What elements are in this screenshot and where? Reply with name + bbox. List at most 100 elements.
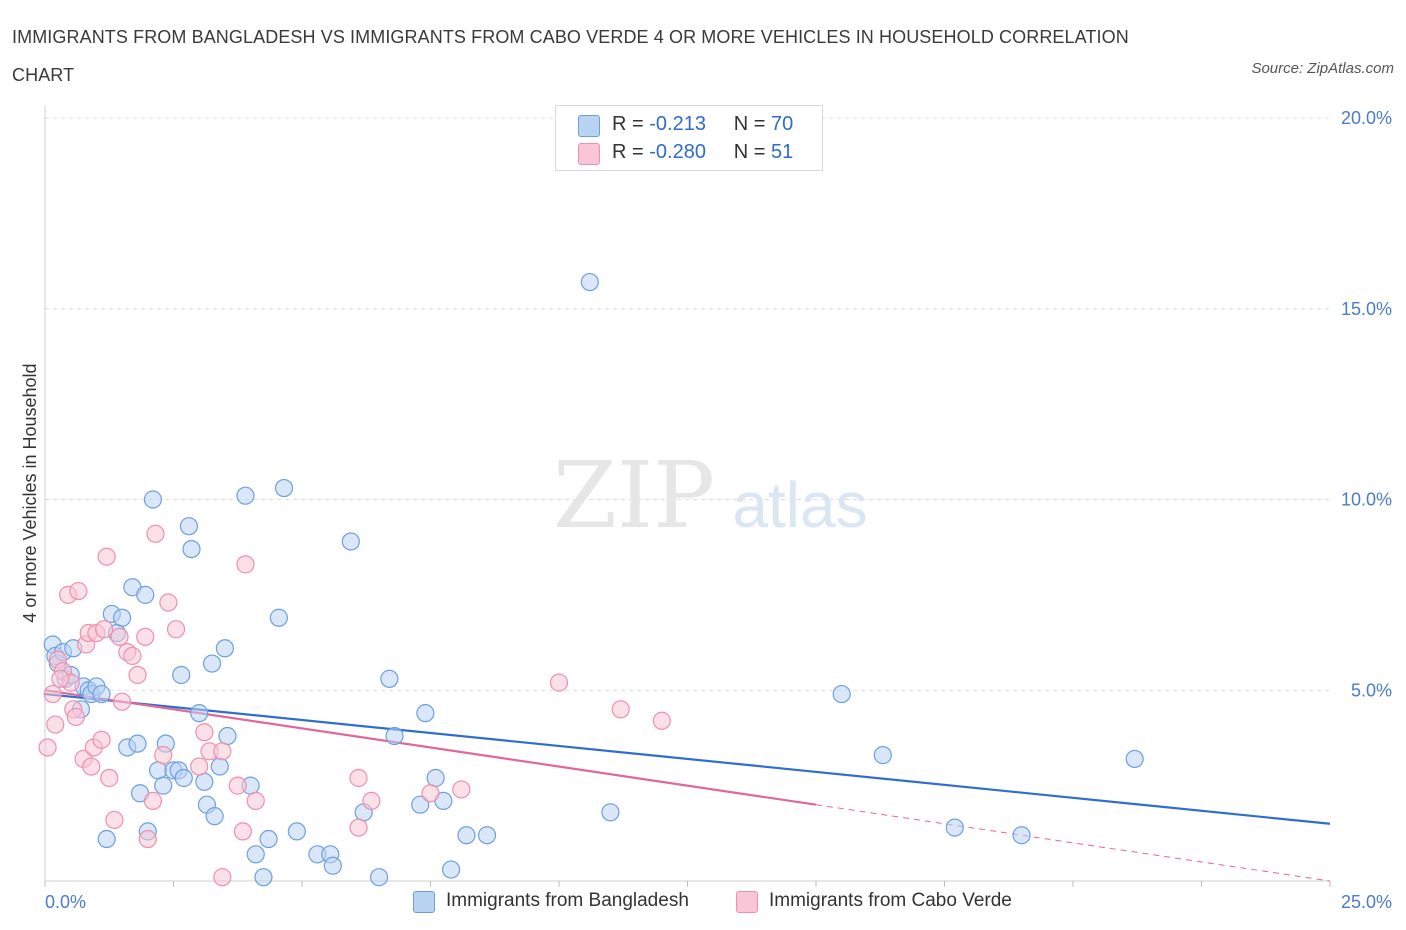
caboverde-point — [652, 711, 671, 730]
caboverde-point — [110, 627, 129, 646]
bangladesh-point — [236, 486, 255, 505]
caboverde-point — [92, 730, 111, 749]
bangladesh-point — [341, 532, 360, 551]
bangladesh-point — [205, 807, 224, 826]
bangladesh-point — [154, 776, 173, 795]
caboverde-point — [51, 669, 70, 688]
caboverde-point — [166, 620, 186, 639]
bangladesh-point — [190, 704, 209, 723]
bottom-legend-label-bangladesh: Immigrants from Bangladesh — [446, 890, 689, 911]
trend-lines — [44, 689, 1331, 882]
caboverde-point — [611, 700, 630, 719]
bangladesh-point — [1125, 749, 1144, 769]
bangladesh-point — [323, 856, 342, 875]
trend-line-caboverde-extension — [815, 804, 1331, 882]
watermark-zip: ZIP — [553, 442, 715, 549]
bangladesh-point — [182, 539, 201, 559]
chart-title: IMMIGRANTS FROM BANGLADESH VS IMMIGRANTS… — [12, 27, 1129, 85]
caboverde-point — [38, 738, 57, 757]
trend-line-caboverde — [44, 689, 817, 806]
bangladesh-point — [215, 639, 234, 658]
x-tick-label: 25.0% — [1341, 892, 1392, 912]
bangladesh-point — [92, 684, 111, 704]
bangladesh-point — [477, 826, 497, 845]
caboverde-point — [452, 780, 471, 799]
legend-text-caboverde: R = -0.280 N = 51 — [612, 141, 793, 164]
legend-n-value: 51 — [771, 141, 794, 163]
bangladesh-point — [136, 585, 155, 604]
bangladesh-point — [457, 826, 476, 845]
caboverde-point — [236, 555, 255, 574]
caboverde-point — [128, 665, 147, 685]
caboverde-point — [549, 673, 569, 692]
caboverde-point — [154, 746, 173, 765]
legend-text-bangladesh: R = -0.213 N = 70 — [612, 113, 793, 136]
bangladesh-point — [287, 822, 306, 841]
bottom-legend-swatch-bangladesh — [413, 891, 435, 913]
legend-r-label: R = — [612, 113, 650, 135]
trend-line-bangladesh — [44, 692, 1331, 825]
caboverde-point — [136, 627, 155, 646]
caboverde-point — [213, 742, 232, 761]
caboverde-point — [146, 524, 165, 543]
bangladesh-point — [426, 768, 445, 788]
caboverde-point — [112, 692, 132, 711]
bangladesh-point — [832, 684, 851, 704]
chart-source: Source: ZipAtlas.com — [1251, 60, 1394, 77]
bangladesh-point — [380, 669, 399, 688]
bangladesh-point — [112, 608, 132, 627]
caboverde-point — [123, 646, 142, 666]
bangladesh-point — [246, 845, 265, 864]
bangladesh-point — [370, 868, 389, 887]
bangladesh-point — [172, 665, 191, 685]
caboverde-point — [82, 757, 101, 776]
caboverde-point — [95, 620, 114, 639]
legend-swatch-bangladesh — [578, 115, 600, 137]
bottom-legend-label-caboverde: Immigrants from Cabo Verde — [769, 890, 1012, 911]
caboverde-point — [190, 757, 209, 776]
caboverde-point — [349, 768, 368, 788]
caboverde-point — [159, 593, 178, 612]
bangladesh-point — [385, 726, 404, 746]
data-points — [38, 272, 1144, 887]
caboverde-point — [46, 715, 65, 734]
bangladesh-point — [202, 654, 222, 673]
caboverde-point — [195, 723, 214, 742]
x-tick-label: 0.0% — [45, 892, 86, 912]
legend-n-value: 70 — [771, 113, 794, 135]
legend-r-value: -0.280 — [649, 141, 706, 163]
bangladesh-point — [259, 829, 278, 849]
bangladesh-point — [580, 272, 599, 292]
y-tick-label: 20.0% — [1341, 108, 1392, 128]
caboverde-point — [69, 581, 88, 601]
caboverde-point — [362, 791, 381, 810]
caboverde-point — [143, 791, 163, 810]
legend-n-label: N = — [733, 141, 772, 163]
stats-legend: R = -0.213 N = 70 R = -0.280 N = 51 — [555, 105, 823, 171]
bangladesh-point — [210, 757, 229, 776]
y-tick-label: 10.0% — [1341, 490, 1392, 510]
bangladesh-point — [274, 478, 294, 498]
bangladesh-point — [174, 768, 193, 788]
caboverde-point — [105, 810, 124, 830]
caboverde-point — [100, 768, 119, 788]
caboverde-point — [213, 868, 232, 887]
caboverde-point — [233, 822, 252, 841]
grid-lines — [45, 117, 1330, 691]
watermark-atlas: atlas — [732, 469, 867, 541]
bangladesh-point — [218, 726, 237, 746]
y-axis-label: 4 or more Vehicles in Household — [20, 363, 40, 622]
bangladesh-point — [441, 860, 461, 879]
bangladesh-point — [416, 704, 435, 723]
bangladesh-point — [97, 829, 116, 849]
bangladesh-point — [195, 772, 214, 791]
bangladesh-point — [411, 795, 430, 814]
bangladesh-point — [873, 746, 892, 765]
bangladesh-point — [601, 803, 620, 822]
bottom-legend-swatch-caboverde — [736, 891, 758, 913]
tick-labels: 5.0% 10.0% 15.0% 20.0% 0.0% 25.0% — [45, 108, 1392, 912]
caboverde-point — [66, 707, 85, 727]
caboverde-point — [246, 791, 265, 810]
caboverde-point — [228, 776, 247, 795]
